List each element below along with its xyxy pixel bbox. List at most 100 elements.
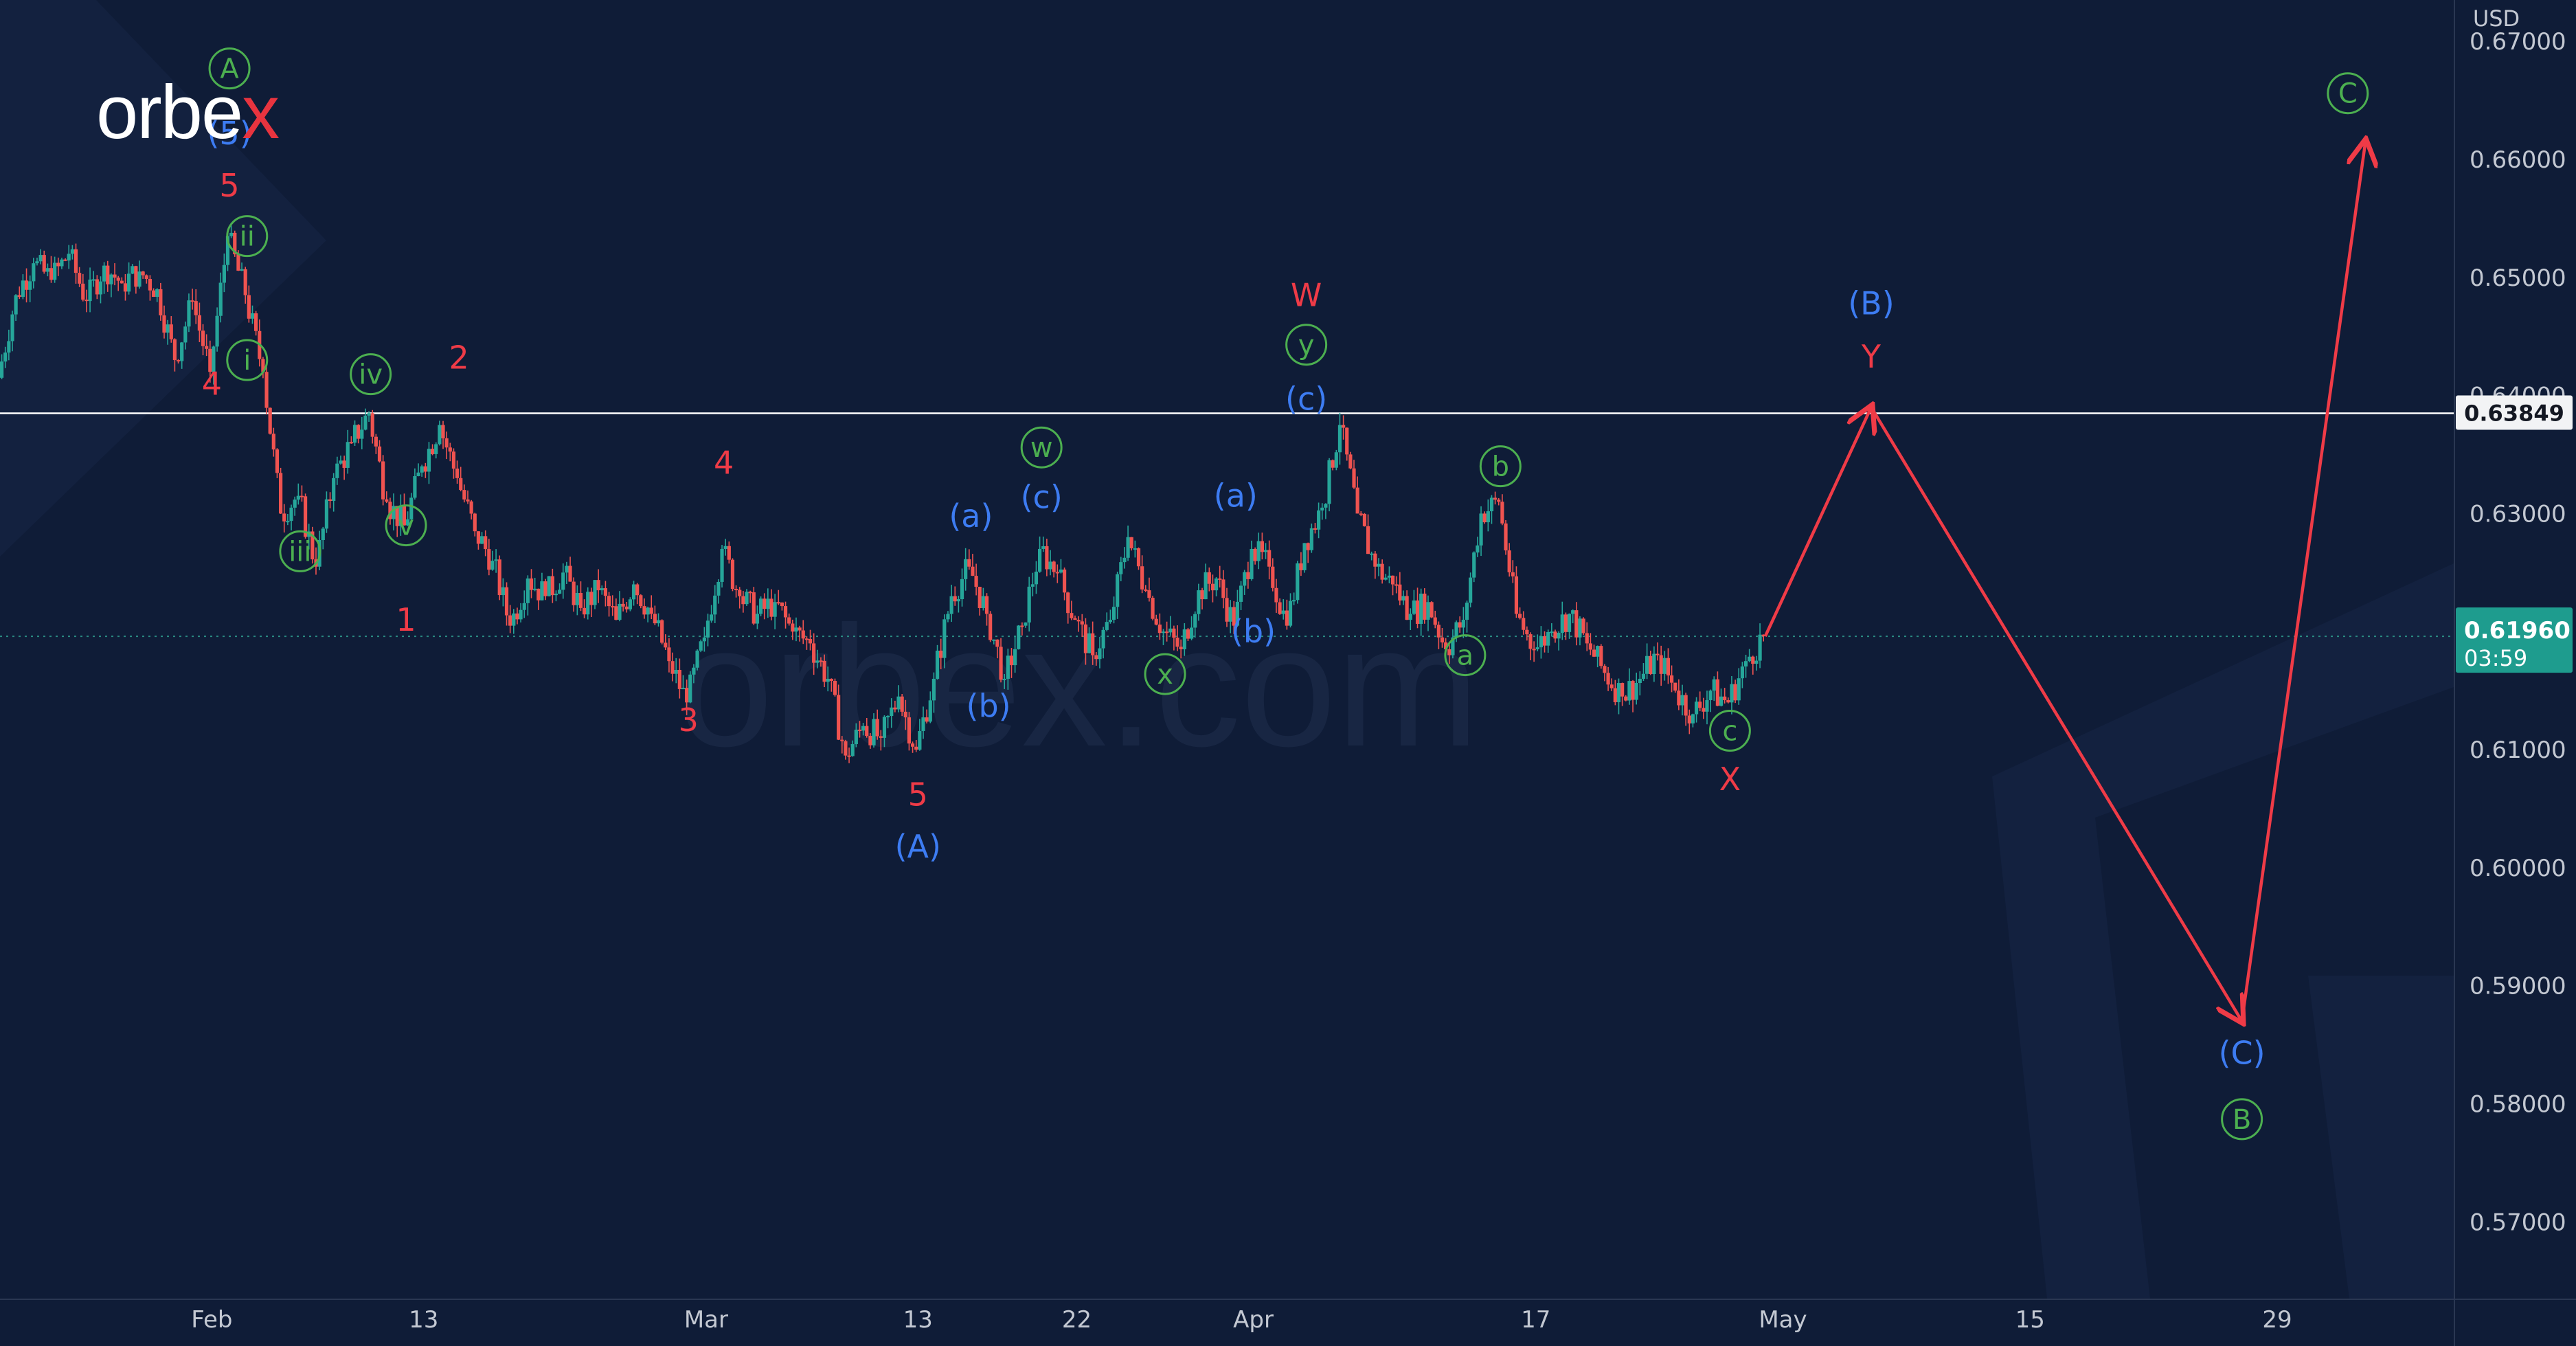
- candle-body: [225, 236, 230, 265]
- candle-body: [1574, 610, 1579, 638]
- candle-body: [1419, 593, 1423, 624]
- candle-body: [1179, 647, 1183, 649]
- candle-body: [45, 268, 49, 272]
- date-tick-label: May: [1759, 1306, 1807, 1334]
- candle-body: [183, 326, 188, 343]
- candle-body: [1687, 715, 1691, 724]
- date-tick-label: 29: [2262, 1306, 2292, 1334]
- candle-body: [1585, 633, 1589, 644]
- candle-body: [487, 549, 491, 570]
- candle-body: [1345, 427, 1349, 455]
- candle-body: [430, 449, 435, 454]
- candle-body: [547, 576, 551, 596]
- candle-body: [1087, 633, 1092, 653]
- candle-body: [451, 451, 456, 469]
- candle-body: [642, 606, 646, 615]
- candle-body: [106, 265, 110, 284]
- date-tick-label: 22: [1062, 1306, 1092, 1334]
- candle-body: [1108, 620, 1112, 622]
- candle-body: [738, 590, 742, 596]
- date-tick-label: 13: [903, 1306, 933, 1334]
- candle-body: [1592, 649, 1596, 657]
- candle-body: [95, 279, 99, 295]
- candle-body: [501, 587, 505, 596]
- candle-body: [575, 593, 579, 605]
- wave-label-circle: [1708, 710, 1751, 752]
- candle-body: [1504, 523, 1508, 551]
- candle-body: [819, 660, 823, 662]
- candle-body: [730, 559, 735, 590]
- candle-body: [727, 546, 731, 560]
- candle-body: [1027, 586, 1031, 622]
- candle-body: [1299, 563, 1303, 570]
- candle-body: [882, 717, 887, 738]
- candle-body: [1620, 683, 1625, 697]
- candle-body: [646, 607, 650, 615]
- candle-body: [1578, 618, 1582, 638]
- candle-body: [607, 596, 611, 607]
- candle-body: [459, 478, 463, 491]
- candle-body: [1045, 546, 1049, 570]
- candle-body: [787, 617, 791, 624]
- candle-body: [857, 729, 862, 731]
- candle-body: [1098, 648, 1102, 660]
- candle-body: [1041, 546, 1046, 549]
- candle-body: [1514, 576, 1519, 614]
- candle-body: [250, 313, 255, 319]
- candle-body: [1482, 513, 1487, 523]
- candle-body: [352, 425, 357, 443]
- wave-label-circle: [208, 47, 251, 90]
- wave-label: (b): [1231, 613, 1276, 650]
- candle-body: [844, 741, 848, 756]
- candle-body: [536, 588, 541, 601]
- candle-body: [533, 588, 537, 590]
- candle-body: [798, 627, 802, 631]
- wave-label: Y: [1861, 338, 1882, 375]
- candle-body: [243, 269, 247, 295]
- candle-body: [890, 707, 894, 717]
- candle-body: [113, 274, 117, 278]
- candle-body: [240, 269, 244, 271]
- candle-body: [649, 607, 653, 614]
- candle-body: [116, 278, 120, 281]
- candle-body: [910, 743, 915, 747]
- wave-label-circle: [279, 530, 321, 572]
- wave-label-circle: [1020, 426, 1063, 469]
- candle-body: [611, 606, 615, 608]
- wave-label-circle: [385, 504, 427, 547]
- candle-body: [925, 717, 929, 722]
- candle-body: [1493, 497, 1498, 500]
- candle-body: [381, 461, 385, 500]
- candle-body: [1263, 550, 1268, 552]
- candle-body: [614, 606, 618, 620]
- candle-body: [886, 716, 890, 718]
- candle-body: [758, 598, 763, 614]
- candle-body: [974, 576, 978, 587]
- candle-body: [494, 559, 498, 561]
- candle-body: [681, 688, 686, 690]
- candle-body: [1355, 487, 1359, 514]
- candle-body: [1708, 691, 1713, 701]
- candle-body: [1517, 614, 1522, 618]
- candle-body: [1034, 571, 1039, 585]
- candle-body: [1348, 454, 1353, 469]
- candle-body: [67, 254, 71, 261]
- date-tick-label: Feb: [191, 1306, 232, 1334]
- wave-label: b: [1492, 451, 1509, 483]
- candle-body: [720, 548, 724, 582]
- candle-body: [752, 592, 756, 624]
- price-tick-label: 0.67000: [2470, 28, 2566, 56]
- candle-body: [466, 499, 470, 502]
- candle-body: [1055, 572, 1059, 574]
- wave-label-circle: [1144, 653, 1186, 695]
- candle-body: [1511, 572, 1515, 576]
- candle-body: [1281, 610, 1285, 614]
- candle-body: [1447, 649, 1451, 655]
- candle-body: [543, 581, 547, 596]
- candle-body: [497, 559, 501, 596]
- candle-body: [126, 273, 131, 292]
- candle-body: [900, 696, 904, 712]
- candle-body: [1525, 629, 1529, 635]
- candle-body: [1715, 679, 1719, 706]
